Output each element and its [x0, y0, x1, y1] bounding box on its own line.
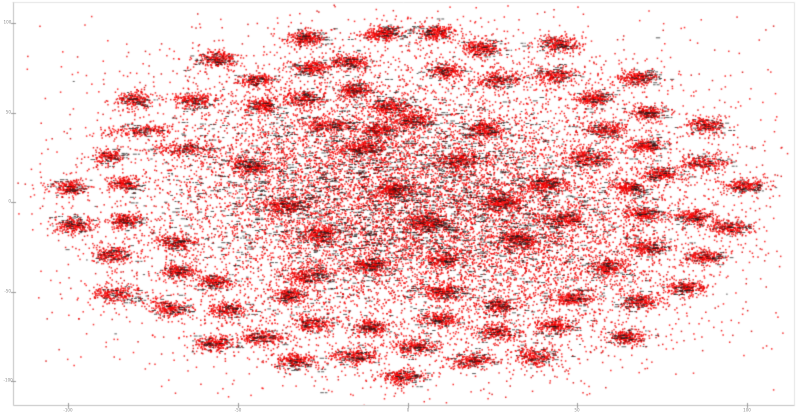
scatter-canvas — [0, 0, 798, 420]
tsne-scatter-plot: -100 -50 0 50 100 100 50 0 -50 -100 — [0, 0, 798, 420]
